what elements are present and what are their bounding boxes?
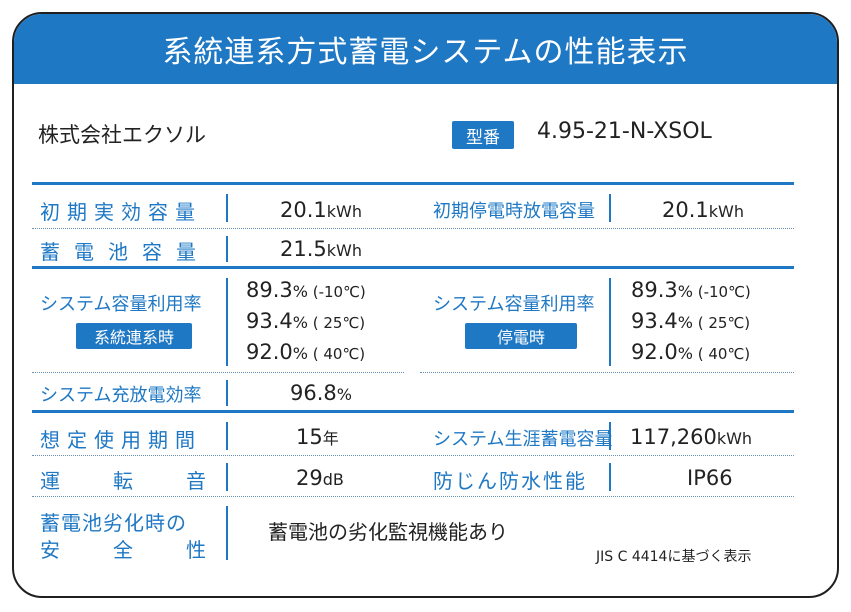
row-divider [32, 228, 794, 229]
degradation-safety-value: 蓄電池の劣化監視機能あり [268, 520, 508, 544]
initial-outage-capacity-value: 20.1kWh [662, 198, 744, 222]
battery-capacity-value: 21.5kWh [280, 237, 362, 261]
degradation-safety-label-line1: 蓄電池劣化時の [40, 511, 187, 535]
column-separator [226, 380, 228, 406]
column-separator [609, 278, 611, 366]
section-divider [32, 410, 794, 413]
service-life-label: 想定使用期間 [40, 428, 202, 452]
company-name: 株式会社エクソル [38, 123, 206, 147]
lifetime-capacity-value: 117,260kWh [630, 425, 753, 449]
utilization-outage-value-3: 92.0% ( 40℃) [631, 340, 751, 364]
column-separator [609, 463, 611, 491]
performance-label-card: 系統連系方式蓄電システムの性能表示 [12, 12, 839, 598]
model-number-value: 4.95-21-N-XSOL [537, 119, 712, 144]
section-divider [32, 266, 794, 269]
row-divider [32, 455, 794, 456]
initial-capacity-label: 初期実効容量 [40, 200, 202, 224]
utilization-grid-label: システム容量利用率 [40, 294, 202, 315]
ingress-protection-value: IP66 [687, 466, 733, 490]
initial-capacity-value: 20.1kWh [280, 198, 362, 222]
row-divider [32, 496, 794, 497]
utilization-grid-value-2: 93.4% ( 25℃) [246, 309, 366, 333]
battery-capacity-label: 蓄電池容量 [40, 240, 210, 264]
service-life-value: 15年 [296, 425, 339, 449]
utilization-outage-value-2: 93.4% ( 25℃) [631, 309, 751, 333]
lifetime-capacity-label: システム生涯蓄電容量 [433, 429, 613, 450]
noise-label: 運転音 [40, 469, 206, 493]
page-title: 系統連系方式蓄電システムの性能表示 [14, 14, 837, 84]
power-outage-tag: 停電時 [465, 323, 577, 349]
noise-value: 29dB [296, 466, 344, 490]
standard-footnote: JIS C 4414に基づく表示 [596, 549, 752, 565]
row-divider [420, 372, 794, 373]
utilization-outage-value-1: 89.3% (-10℃) [631, 278, 751, 302]
section-divider [32, 182, 794, 185]
row-divider [32, 372, 404, 373]
column-separator [226, 463, 228, 491]
ingress-protection-label: 防じん防水性能 [433, 469, 587, 493]
column-separator [226, 278, 228, 366]
column-separator [226, 194, 228, 222]
grid-connected-tag: 系統連系時 [76, 323, 192, 349]
column-separator [226, 422, 228, 450]
column-separator [609, 194, 611, 222]
charge-efficiency-value: 96.8% [290, 381, 352, 405]
utilization-grid-value-1: 89.3% (-10℃) [246, 278, 366, 302]
column-separator [609, 422, 611, 450]
utilization-grid-value-3: 92.0% ( 40℃) [246, 340, 366, 364]
column-separator [226, 506, 228, 560]
charge-efficiency-label: システム充放電効率 [40, 385, 202, 406]
initial-outage-capacity-label: 初期停電時放電容量 [433, 201, 595, 222]
column-separator [226, 236, 228, 262]
degradation-safety-label-line2: 安全性 [40, 538, 206, 562]
model-number-badge: 型番 [452, 121, 514, 149]
utilization-outage-label: システム容量利用率 [433, 294, 595, 315]
